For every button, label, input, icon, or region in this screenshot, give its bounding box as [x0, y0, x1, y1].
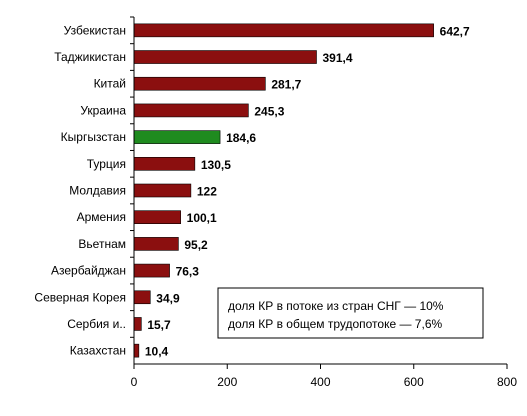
bar-9 — [133, 237, 179, 251]
category-label: Молдавия — [69, 184, 126, 198]
category-label: Турция — [87, 157, 126, 171]
category-label: Украина — [80, 103, 126, 117]
bar-12 — [133, 317, 142, 331]
value-label: 95,2 — [184, 238, 208, 252]
value-label: 184,6 — [226, 131, 256, 145]
value-label: 281,7 — [271, 78, 301, 92]
bar-11 — [133, 290, 151, 305]
bar-2 — [133, 50, 317, 64]
category-label: Сербия и.. — [67, 317, 126, 331]
value-label: 391,4 — [322, 51, 352, 65]
category-label: Северная Корея — [34, 290, 126, 304]
value-label: 76,3 — [176, 265, 200, 279]
category-label: Армения — [77, 210, 126, 224]
annotation-box: доля КР в потоке из стран СНГ — 10% доля… — [217, 287, 484, 339]
value-label: 15,7 — [147, 318, 171, 332]
bar-7 — [133, 183, 192, 198]
bar-5-highlighted — [133, 130, 221, 144]
x-tick-label: 400 — [310, 375, 330, 389]
annotation-line-1: доля КР в потоке из стран СНГ — 10% — [228, 299, 444, 313]
x-tick-label: 600 — [404, 375, 424, 389]
x-tick-label: 200 — [217, 375, 237, 389]
bar-6 — [133, 157, 196, 171]
category-label: Китай — [94, 77, 126, 91]
bar-4 — [133, 103, 249, 118]
category-label: Кыргызстан — [61, 130, 126, 144]
value-label: 10,4 — [145, 345, 169, 359]
value-label: 34,9 — [156, 291, 180, 305]
value-label: 245,3 — [254, 104, 284, 118]
value-label: 642,7 — [440, 24, 470, 38]
axes-layer: 0 200 400 600 800 — [130, 16, 517, 389]
value-label: 100,1 — [187, 211, 217, 225]
category-label: Узбекистан — [64, 23, 126, 37]
bars-layer: Узбекистан 642,7 Таджикистан 391,4 Китай 281,… — [34, 23, 470, 358]
annotation-frame — [217, 287, 484, 339]
bar-1 — [133, 23, 434, 38]
value-label: 130,5 — [201, 158, 231, 172]
value-label: 122 — [197, 185, 217, 199]
bar-3 — [133, 76, 266, 91]
bar-13 — [133, 343, 140, 358]
category-label: Таджикистан — [54, 50, 126, 64]
category-label: Азербайджан — [51, 264, 126, 278]
x-tick-label: 800 — [497, 375, 517, 389]
category-label: Вьетнам — [78, 237, 126, 251]
bar-10 — [133, 263, 170, 278]
bar-8 — [133, 210, 181, 224]
annotation-line-2: доля КР в общем трудопотоке — 7,6% — [228, 317, 442, 331]
x-tick-label: 0 — [131, 375, 138, 389]
category-label: Казахстан — [70, 344, 126, 358]
